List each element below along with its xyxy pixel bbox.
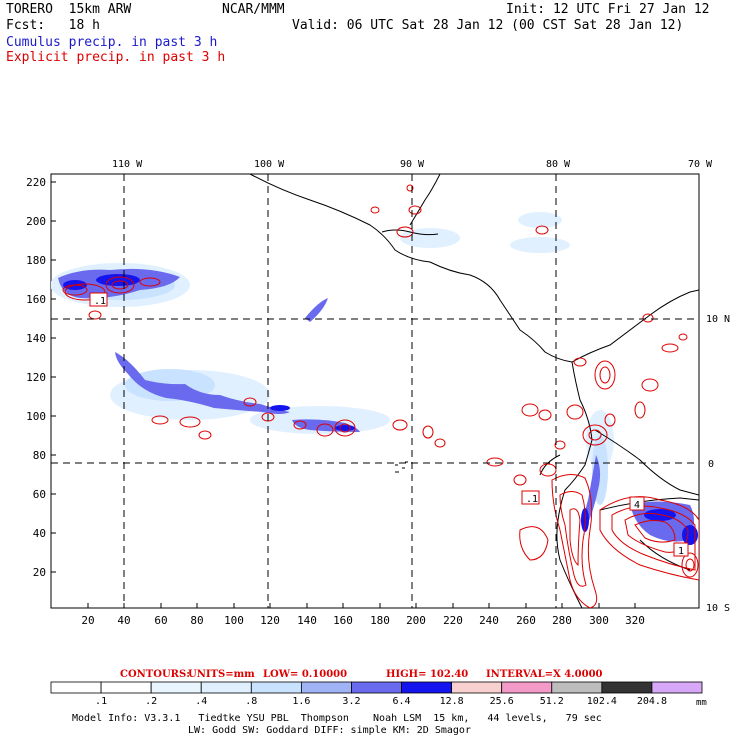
lat-label-10s: 10 S <box>706 603 730 614</box>
svg-text:80: 80 <box>190 614 203 627</box>
svg-text:120: 120 <box>26 371 46 384</box>
colorbar-bin <box>100 681 152 694</box>
colorbar-bin <box>601 681 653 694</box>
colorbar-bin <box>150 681 202 694</box>
svg-text:UNITS=mm: UNITS=mm <box>188 669 255 680</box>
colorbar-label: .1 <box>95 696 107 707</box>
colorbar-bin <box>401 681 453 694</box>
svg-text:120: 120 <box>260 614 280 627</box>
model-title: TORERO 15km ARW <box>6 2 132 17</box>
colorbar-bin <box>651 681 703 694</box>
svg-text:.1: .1 <box>94 296 106 307</box>
colorbar-label: 1.6 <box>292 696 310 707</box>
axis-ticks <box>51 181 636 608</box>
lon-label-90w: 90 W <box>400 159 425 170</box>
colorbar-bin <box>501 681 553 694</box>
svg-text:60: 60 <box>154 614 167 627</box>
valid-time: Valid: 06 UTC Sat 28 Jan 12 (00 CST Sat … <box>292 18 684 33</box>
y-tick-labels: 20 40 60 80 100 120 140 160 180 200 220 <box>26 176 46 579</box>
svg-text:40: 40 <box>117 614 130 627</box>
svg-text:180: 180 <box>370 614 390 627</box>
svg-text:INTERVAL=X 4.0000: INTERVAL=X 4.0000 <box>486 669 603 680</box>
svg-text:220: 220 <box>26 176 46 189</box>
colorbar-label: .2 <box>145 696 157 707</box>
svg-text:220: 220 <box>443 614 463 627</box>
lon-label-100w: 100 W <box>254 159 285 170</box>
svg-text:LOW= 0.10000: LOW= 0.10000 <box>263 669 347 680</box>
forecast-hour: Fcst: 18 h <box>6 18 100 33</box>
svg-text:260: 260 <box>516 614 536 627</box>
model-info: Model Info: V3.3.1 Tiedtke YSU PBL Thomp… <box>72 713 602 724</box>
svg-text:160: 160 <box>333 614 353 627</box>
lon-label-70w: 70 W <box>688 159 713 170</box>
lat-label-10n: 10 N <box>706 314 730 325</box>
svg-text:40: 40 <box>33 527 46 540</box>
colorbar-label: 204.8 <box>637 696 667 707</box>
colorbar-bin <box>50 681 102 694</box>
annotations: .1 .1 4 1 <box>89 292 689 557</box>
svg-text:160: 160 <box>26 293 46 306</box>
svg-text:.1: .1 <box>526 494 538 505</box>
init-time: Init: 12 UTC Fri 27 Jan 12 <box>506 2 710 17</box>
svg-text:140: 140 <box>26 332 46 345</box>
colorbar-label: 25.6 <box>490 696 514 707</box>
svg-text:200: 200 <box>26 215 46 228</box>
svg-text:320: 320 <box>625 614 645 627</box>
colorbar-label: .8 <box>245 696 257 707</box>
x-tick-labels: 20 40 60 80 100 120 140 160 180 200 220 … <box>81 614 645 627</box>
svg-text:80: 80 <box>33 449 46 462</box>
svg-text:4: 4 <box>634 500 640 511</box>
contour-info: CONTOURS: UNITS=mm LOW= 0.10000 HIGH= 10… <box>120 669 603 680</box>
colorbar-bin <box>551 681 603 694</box>
svg-text:300: 300 <box>589 614 609 627</box>
colorbar: .1 .2 .4 .8 1.6 3.2 6.4 12.8 25.6 51.2 102.4 204.8 <box>50 681 703 707</box>
svg-text:180: 180 <box>26 254 46 267</box>
colorbar-unit: mm <box>696 698 707 708</box>
colorbar-label: 3.2 <box>342 696 360 707</box>
colorbar-bin <box>250 681 302 694</box>
svg-text:240: 240 <box>479 614 499 627</box>
lat-label-0: 0 <box>708 459 714 470</box>
colorbar-bin <box>300 681 352 694</box>
svg-text:100: 100 <box>26 410 46 423</box>
svg-text:60: 60 <box>33 488 46 501</box>
svg-text:20: 20 <box>33 566 46 579</box>
colorbar-label: 102.4 <box>587 696 617 707</box>
colorbar-label: 6.4 <box>393 696 411 707</box>
lon-label-80w: 80 W <box>546 159 571 170</box>
physics-info: LW: Godd SW: Goddard DIFF: simple KM: 2D… <box>188 725 471 736</box>
colorbar-bin <box>200 681 252 694</box>
svg-text:CONTOURS:: CONTOURS: <box>120 669 190 680</box>
org-label: NCAR/MMM <box>222 2 285 17</box>
svg-text:20: 20 <box>81 614 94 627</box>
colorbar-bin <box>451 681 503 694</box>
colorbar-label: .4 <box>195 696 207 707</box>
lon-label-110w: 110 W <box>112 159 143 170</box>
explicit-legend: Explicit precip. in past 3 h <box>6 50 226 65</box>
svg-text:100: 100 <box>224 614 244 627</box>
colorbar-label: 51.2 <box>540 696 564 707</box>
svg-text:1: 1 <box>678 546 684 557</box>
svg-text:280: 280 <box>552 614 572 627</box>
cumulus-legend: Cumulus precip. in past 3 h <box>6 35 218 50</box>
svg-text:200: 200 <box>406 614 426 627</box>
svg-text:140: 140 <box>297 614 317 627</box>
colorbar-bin <box>351 681 402 694</box>
latlon-grid <box>51 174 699 608</box>
svg-text:HIGH= 102.40: HIGH= 102.40 <box>386 669 468 680</box>
colorbar-label: 12.8 <box>440 696 464 707</box>
